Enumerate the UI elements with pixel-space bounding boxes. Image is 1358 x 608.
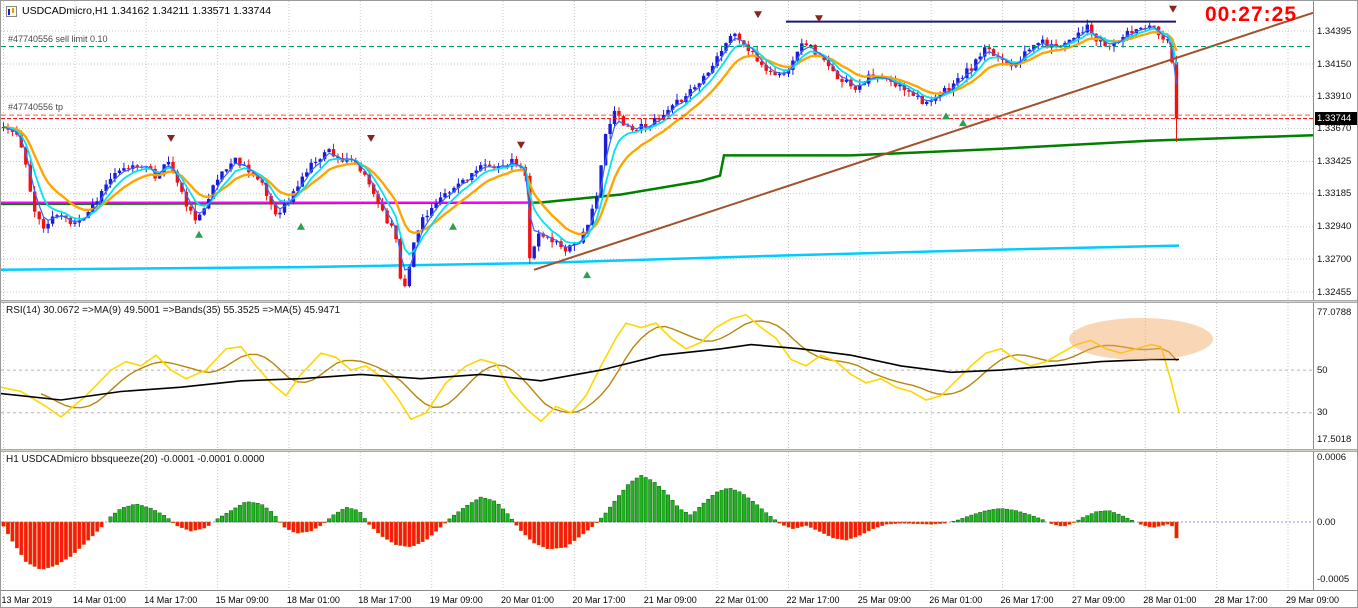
time-axis-label: 27 Mar 09:00 xyxy=(1071,595,1125,605)
time-axis-label: 26 Mar 01:00 xyxy=(929,595,983,605)
time-axis-label: 18 Mar 17:00 xyxy=(358,595,412,605)
main-price-panel: USDCADmicro,H1 1.34162 1.34211 1.33571 1… xyxy=(1,1,1357,300)
price-axis-label: 1.32700 xyxy=(1317,253,1352,265)
time-axis-label: 19 Mar 09:00 xyxy=(429,595,483,605)
price-axis[interactable]: 1.34395 1.34150 1.33910 1.33670 1.33425 1.331… xyxy=(1313,1,1357,300)
bbsqueeze-title: H1 USDCADmicro bbsqueeze(20) -0.0001 -0.… xyxy=(6,454,265,465)
bbsqueeze-axis[interactable]: 0.0006 0.00 -0.0005 xyxy=(1313,452,1357,590)
rsi-axis-label: 30 xyxy=(1317,407,1328,419)
time-axis-label: 15 Mar 09:00 xyxy=(215,595,269,605)
symbol-ohlc-title: USDCADmicro,H1 1.34162 1.34211 1.33571 1… xyxy=(22,5,272,17)
price-axis-label: 1.33185 xyxy=(1317,188,1352,200)
time-axis-label: 22 Mar 17:00 xyxy=(786,595,840,605)
take-profit-label[interactable]: #47740556 tp xyxy=(8,102,64,113)
price-axis-label: 1.34150 xyxy=(1317,58,1352,70)
time-axis-label: 14 Mar 17:00 xyxy=(144,595,198,605)
time-axis-label: 21 Mar 09:00 xyxy=(643,595,697,605)
time-axis-label: 20 Mar 17:00 xyxy=(572,595,626,605)
price-axis-label: 1.33670 xyxy=(1317,123,1352,134)
price-axis-label: 1.32940 xyxy=(1317,221,1352,233)
chart-symbol-icon xyxy=(6,5,17,17)
time-axis-label: 29 Mar 09:00 xyxy=(1286,595,1340,605)
bbsqueeze-axis-label: 0.00 xyxy=(1317,516,1336,528)
time-axis-label: 13 Mar 2019 xyxy=(1,595,53,605)
rsi-axis-label: 50 xyxy=(1317,364,1328,376)
panel-divider[interactable] xyxy=(1,449,1357,452)
time-axis-label: 28 Mar 01:00 xyxy=(1143,595,1197,605)
bbsqueeze-axis-label: 0.0006 xyxy=(1317,452,1347,463)
price-axis-label: 1.34395 xyxy=(1317,25,1352,37)
panel-divider[interactable] xyxy=(1,300,1357,303)
time-axis-label: 26 Mar 17:00 xyxy=(1000,595,1054,605)
rsi-axis-label: 17.5018 xyxy=(1317,433,1352,445)
rsi-indicator-panel: RSI(14) 30.0672 =>MA(9) 49.5001 =>Bands(… xyxy=(1,303,1357,449)
current-price-badge: 1.33744 xyxy=(1315,112,1357,126)
bbsqueeze-indicator-panel: H1 USDCADmicro bbsqueeze(20) -0.0001 -0.… xyxy=(1,452,1357,590)
time-axis-label: 14 Mar 01:00 xyxy=(72,595,126,605)
price-axis-label: 1.32455 xyxy=(1317,286,1352,298)
price-axis-label: 1.33425 xyxy=(1317,156,1352,167)
time-axis-label: 25 Mar 09:00 xyxy=(857,595,911,605)
time-axis-label: 18 Mar 01:00 xyxy=(286,595,340,605)
main-chart-canvas[interactable] xyxy=(1,1,1313,300)
candle-countdown-timer: 00:27:25 xyxy=(1204,3,1297,26)
rsi-title: RSI(14) 30.0672 =>MA(9) 49.5001 =>Bands(… xyxy=(6,305,341,316)
time-axis-label: 20 Mar 01:00 xyxy=(501,595,555,605)
bbsqueeze-axis-label: -0.0005 xyxy=(1317,573,1350,585)
bbsqueeze-indicator-canvas[interactable] xyxy=(1,452,1313,590)
time-axis-label: 28 Mar 17:00 xyxy=(1214,595,1268,605)
sell-limit-order-label[interactable]: #47740556 sell limit 0.10 xyxy=(8,33,108,44)
rsi-axis-label: 77.0788 xyxy=(1317,306,1352,318)
time-axis[interactable]: 13 Mar 2019 14 Mar 01:00 14 Mar 17:00 15 Ma… xyxy=(1,590,1357,607)
chart-title-bar: USDCADmicro,H1 1.34162 1.34211 1.33571 1… xyxy=(6,5,271,17)
time-axis-label: 22 Mar 01:00 xyxy=(715,595,769,605)
rsi-indicator-canvas[interactable] xyxy=(1,303,1313,449)
price-axis-label: 1.33910 xyxy=(1317,90,1352,102)
rsi-axis[interactable]: 77.0788 50 30 17.5018 xyxy=(1313,303,1357,449)
